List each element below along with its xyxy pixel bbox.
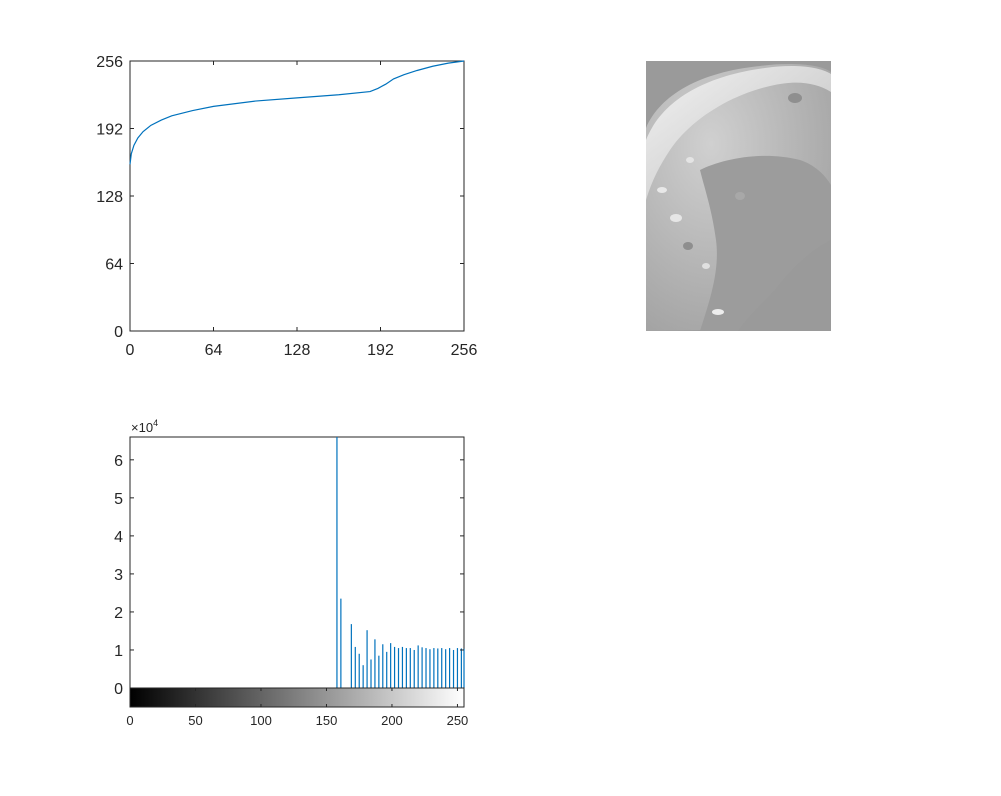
colorbar-tick-label: 200 <box>381 713 403 728</box>
transform-axes-ticks <box>129 60 465 332</box>
x-tick-label: 128 <box>284 342 311 359</box>
transform-curve-axes: 0 64 128 192 256 0 64 128 192 256 <box>96 54 477 359</box>
colorbar-tick-label: 150 <box>316 713 338 728</box>
crater <box>686 157 694 163</box>
crater <box>670 214 682 222</box>
y-tick-label: 0 <box>114 324 123 341</box>
y-tick-label: 0 <box>114 681 123 698</box>
colorbar-tick-label: 0 <box>126 713 133 728</box>
colorbar-ticks <box>129 688 458 707</box>
y-tick-label: 4 <box>114 529 123 546</box>
colorbar-tick-labels: 0 50 100 150 200 250 <box>126 713 468 728</box>
crater <box>657 187 667 193</box>
transform-axes-frame <box>129 60 465 332</box>
transform-axes-tick-labels: 0 64 128 192 256 0 64 128 192 256 <box>96 54 477 359</box>
y-tick-label: 256 <box>96 54 123 71</box>
y-tick-label: 6 <box>114 453 123 470</box>
x-tick-label: 0 <box>126 342 135 359</box>
histogram-stems <box>336 437 465 688</box>
histogram-axes-frame <box>129 436 465 689</box>
exponent-label: ×104 <box>131 418 158 435</box>
grayscale-colorbar <box>129 687 465 708</box>
equalized-image-axes <box>646 61 831 331</box>
x-tick-label: 192 <box>367 342 394 359</box>
x-tick-label: 64 <box>205 342 223 359</box>
colorbar-tick-label: 50 <box>188 713 202 728</box>
y-tick-label: 2 <box>114 605 123 622</box>
x-tick-label: 256 <box>451 342 478 359</box>
histogram-axes-tick-labels: 0 1 2 3 4 5 6 <box>114 453 123 698</box>
crater <box>735 192 745 200</box>
y-tick-label: 128 <box>96 189 123 206</box>
y-tick-label: 5 <box>114 491 123 508</box>
transform-curve-line <box>129 60 465 165</box>
exponent-power: 4 <box>153 418 158 428</box>
colorbar-tick-label: 250 <box>447 713 469 728</box>
crater <box>788 93 802 103</box>
moon-shadow-region <box>700 155 831 331</box>
y-tick-label: 64 <box>105 257 123 274</box>
y-tick-label: 192 <box>96 122 123 139</box>
moon-limb-highlight <box>646 66 831 200</box>
crater <box>712 309 724 315</box>
y-tick-label: 1 <box>114 643 123 660</box>
y-tick-label: 3 <box>114 567 123 584</box>
crater <box>683 242 693 250</box>
colorbar-tick-label: 100 <box>250 713 272 728</box>
crater <box>702 263 710 269</box>
moon-image <box>646 61 831 331</box>
histogram-axes: 0 1 2 3 4 5 6 ×104 0 50 100 150 200 250 <box>114 418 468 728</box>
